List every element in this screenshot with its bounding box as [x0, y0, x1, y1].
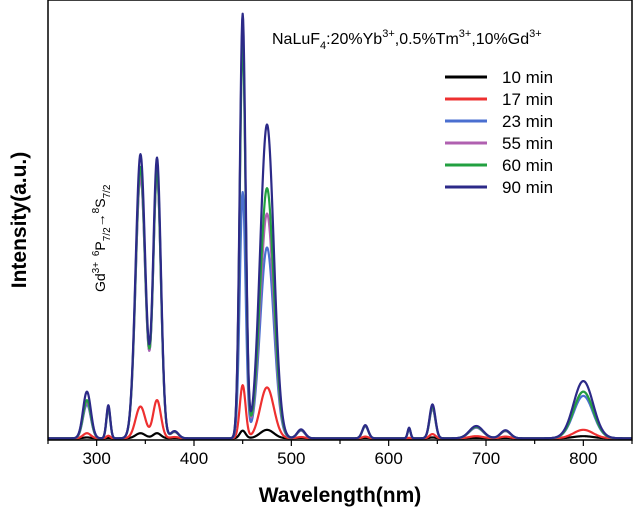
transition-annotation: Gd3+ 6P7/2→8S7/2: [91, 184, 113, 292]
chart-title: NaLuF4:20%Yb3+,0.5%Tm3+,10%Gd3+: [272, 28, 542, 52]
legend-label: 10 min: [502, 68, 553, 87]
plot-frame: [47, 0, 633, 441]
y-axis-title: Intensity(a.u.): [8, 152, 31, 289]
series-line-17-min: [47, 384, 633, 440]
x-tick-label: 800: [569, 449, 597, 468]
x-tick-label: 400: [180, 449, 208, 468]
legend-label: 90 min: [502, 178, 553, 197]
legend-label: 23 min: [502, 112, 553, 131]
x-axis-title: Wavelength(nm): [259, 484, 422, 507]
x-tick-label: 300: [82, 449, 110, 468]
x-tick-label: 700: [472, 449, 500, 468]
x-tick-label: 600: [374, 449, 402, 468]
series-line-90-min: [47, 12, 633, 440]
legend-label: 60 min: [502, 156, 553, 175]
legend-label: 17 min: [502, 90, 553, 109]
series-layer: [47, 12, 633, 440]
x-tick-label: 500: [277, 449, 305, 468]
legend: 10 min 17 min 23 min 55 min 60 min 90 min: [445, 68, 553, 197]
series-line-10-min: [47, 428, 633, 440]
legend-label: 55 min: [502, 134, 553, 153]
x-ticks: 300 400 500 600 700 800: [47, 440, 633, 468]
